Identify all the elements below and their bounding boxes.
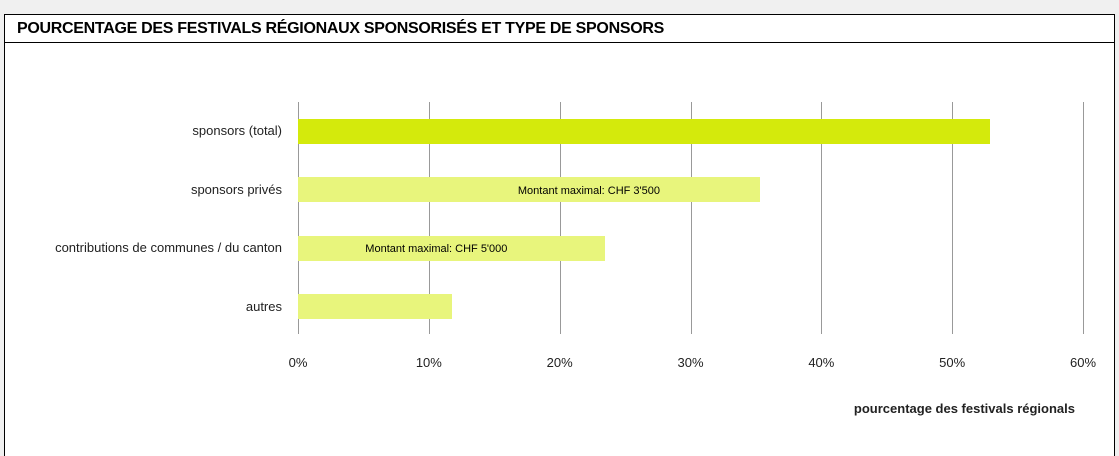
x-tick-label: 60% [1069,355,1097,370]
bar [298,235,606,261]
y-tick-label: sponsors privés [190,181,282,197]
grid-line [298,102,299,334]
grid-line [559,102,561,334]
grid-line [1083,102,1084,334]
grid-line [952,102,954,334]
y-tick-label: autres [245,298,282,314]
x-tick-label: 20% [546,355,573,370]
x-tick-label: 50% [939,355,966,370]
bar [298,177,760,203]
bar-label: Montant maximal: CHF 3'500 [517,184,661,197]
bar [298,294,453,320]
x-tick-label: 30% [677,355,704,370]
bar-label: Montant maximal: CHF 5'000 [365,243,508,256]
x-tick-label: 40% [808,355,835,370]
x-tick-label: 0% [288,355,308,370]
x-tick-label: 10% [415,355,442,370]
grid-line [428,102,430,334]
y-tick-label: sponsors (total) [192,123,282,139]
grid-line [821,102,823,334]
grid-line [690,102,692,334]
chart-frame: POURCENTAGE DES FESTIVALS RÉGIONAUX SPON… [4,14,1115,456]
y-tick-label: contributions de communes / du canton [55,240,282,256]
chart-title: POURCENTAGE DES FESTIVALS RÉGIONAUX SPON… [5,15,1114,43]
x-axis-label: pourcentage des festivals régionals [853,401,1075,416]
bar [298,118,991,144]
